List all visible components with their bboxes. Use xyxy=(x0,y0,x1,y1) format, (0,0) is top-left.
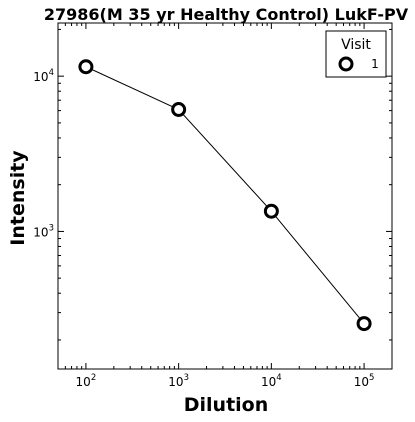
series-line-1 xyxy=(85,66,365,324)
legend-title: Visit xyxy=(341,37,371,53)
legend-marker xyxy=(338,56,354,72)
y-tick-label: 103 xyxy=(33,223,54,239)
legend: Visit 1 xyxy=(325,30,387,78)
x-tick-label: 105 xyxy=(354,373,375,389)
legend-series-label: 1 xyxy=(371,57,379,71)
x-tick-label: 102 xyxy=(76,373,97,389)
x-axis-label: Dilution xyxy=(184,394,269,416)
data-point xyxy=(171,101,187,117)
legend-box xyxy=(325,30,387,78)
y-tick-label: 104 xyxy=(33,68,54,84)
plot-area: 102 103 104 105 103 104 xyxy=(33,22,393,389)
plot-frame xyxy=(57,22,393,370)
data-point xyxy=(263,203,279,219)
chart-title: 27986(M 35 yr Healthy Control) LukF-PV xyxy=(44,5,409,24)
x-tick-label: 103 xyxy=(168,373,189,389)
data-point xyxy=(356,316,372,332)
x-tick-label: 104 xyxy=(261,373,282,389)
data-point xyxy=(78,59,94,75)
y-axis-label: Intensity xyxy=(7,150,29,246)
